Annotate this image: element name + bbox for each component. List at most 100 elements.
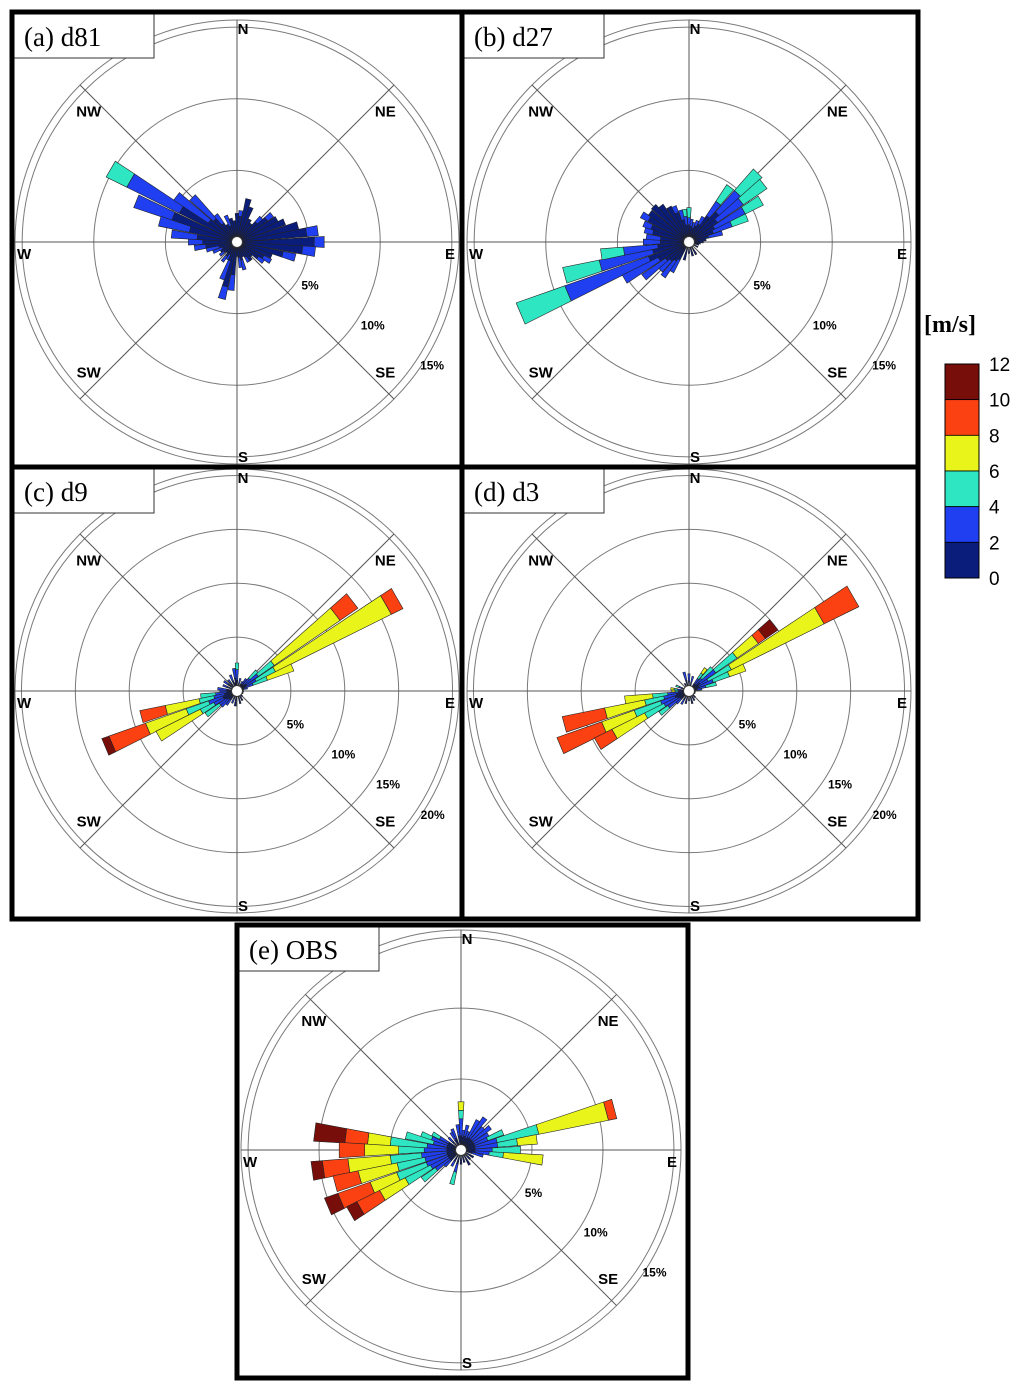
colorbar-swatch [944,434,980,472]
petal-262-bin-2 [600,246,625,261]
direction-label-N: N [690,470,701,487]
petal-120-bin-1 [261,255,273,264]
direction-label-NE: NE [827,104,848,121]
petal-45-bin-2 [247,669,259,681]
petal-67-bin-3 [727,663,747,678]
petal-37-bin-2 [715,184,735,206]
spoke-SE [688,690,847,849]
petal-172-bin-1 [237,257,243,269]
petal-307-bin-1 [173,192,212,224]
petal-337-bin-1 [223,214,232,227]
petal-270-bin-3 [671,689,676,693]
petal-270-bin-3 [364,1143,400,1157]
direction-label-N: N [238,470,249,487]
petal-75-bin-1 [707,230,724,239]
spoke-NW [79,533,238,692]
petal-277-bin-1 [170,229,198,240]
petal-52-bin-5 [757,619,779,640]
petal-37-bin-3 [700,667,708,676]
petal-82-bin-1 [696,688,703,691]
direction-label-E: E [667,1154,677,1171]
direction-label-S: S [690,449,700,466]
spoke-SW [79,690,238,849]
ring-label: 15% [828,778,852,792]
ring-label: 5% [301,278,319,292]
spoke-SE [236,241,395,400]
petal-240-bin-4 [593,728,618,750]
petal-337-bin-1 [228,674,234,682]
petal-225-bin-1 [220,697,231,708]
petal-255-bin-4 [139,705,168,723]
panel-title: (b) d27 [474,22,553,52]
petal-322-bin-1 [213,213,225,226]
center-hole [231,236,243,248]
petal-247-bin-4 [556,721,607,755]
petal-322-bin-1 [227,678,232,685]
petal-270-bin-1 [642,238,661,246]
petal-60-bin-1 [472,1132,490,1145]
direction-label-W: W [243,1154,258,1171]
petal-322-bin-0 [658,203,690,243]
petal-247-bin-5 [101,735,116,756]
rose-panel-4: 5% 10% 15% 20% N NE E SE S SW W NW (d) d3 [459,464,921,922]
petal-195-bin-1 [453,1163,459,1173]
ring-label: 15% [420,358,444,372]
panel-title: (c) d9 [24,477,88,507]
spoke-NW [531,533,690,692]
ring-label: 5% [753,278,771,292]
colorbar-tick-label: 8 [989,426,1000,447]
colorbar-tick-label: 4 [989,498,1000,519]
petal-67-bin-0 [236,218,286,243]
direction-label-NE: NE [375,553,396,570]
petal-247-bin-1 [212,246,224,254]
petal-225-bin-1 [675,697,683,705]
colorbar-tick-label: 10 [989,391,1010,412]
petal-75-bin-4 [603,1098,618,1121]
petal-262-bin-1 [193,244,207,251]
ring-label: 15% [642,1265,666,1279]
petal-247-bin-5 [323,1193,345,1216]
ring-label: 10% [361,318,385,332]
petal-82-bin-1 [305,225,319,237]
petal-82-bin-3 [516,1134,538,1146]
petal-67-bin-2 [486,1129,505,1141]
petal-15-bin-1 [238,677,242,685]
petal-270-bin-4 [338,1141,366,1159]
petal-150-bin-1 [244,255,251,263]
direction-label-E: E [445,246,455,263]
direction-label-NW: NW [76,104,102,121]
petal-255-bin-4 [332,1170,362,1192]
petal-52-bin-2 [737,178,768,206]
petal-255-bin-2 [562,259,603,284]
direction-label-SW: SW [529,813,554,830]
rose-panel-5: 5% 10% 15% N NE E SE S SW W NW (e) OBS [234,922,691,1381]
spoke-NE [460,994,617,1151]
direction-label-N: N [462,931,473,948]
petal-60-bin-3 [728,607,825,671]
petal-352-bin-2 [682,208,688,218]
petal-300-bin-1 [639,211,652,222]
petal-45-bin-1 [469,1126,485,1142]
petal-37-bin-1 [241,677,248,685]
petal-0-bin-1 [687,673,691,682]
petal-255-bin-4 [561,707,608,733]
petal-45-bin-2 [699,666,714,681]
petal-240-bin-1 [621,256,661,284]
colorbar-ticks: 12 10 8 6 4 2 0 [989,355,1010,590]
petal-232-bin-2 [658,705,671,716]
direction-label-SW: SW [77,813,102,830]
ring-label: 10% [813,318,837,332]
petal-330-bin-1 [449,1131,457,1141]
petal-217-bin-1 [220,254,228,263]
petal-300-bin-2 [105,160,135,188]
petal-210-bin-1 [450,1160,456,1167]
direction-label-W: W [17,246,32,263]
colorbar-tick-label: 6 [989,462,1000,483]
petal-247-bin-2 [515,285,572,325]
direction-label-S: S [238,449,248,466]
petal-75-bin-3 [535,1101,609,1135]
direction-label-SE: SE [827,813,847,830]
center-hole [231,685,243,697]
petal-75-bin-2 [704,681,717,688]
